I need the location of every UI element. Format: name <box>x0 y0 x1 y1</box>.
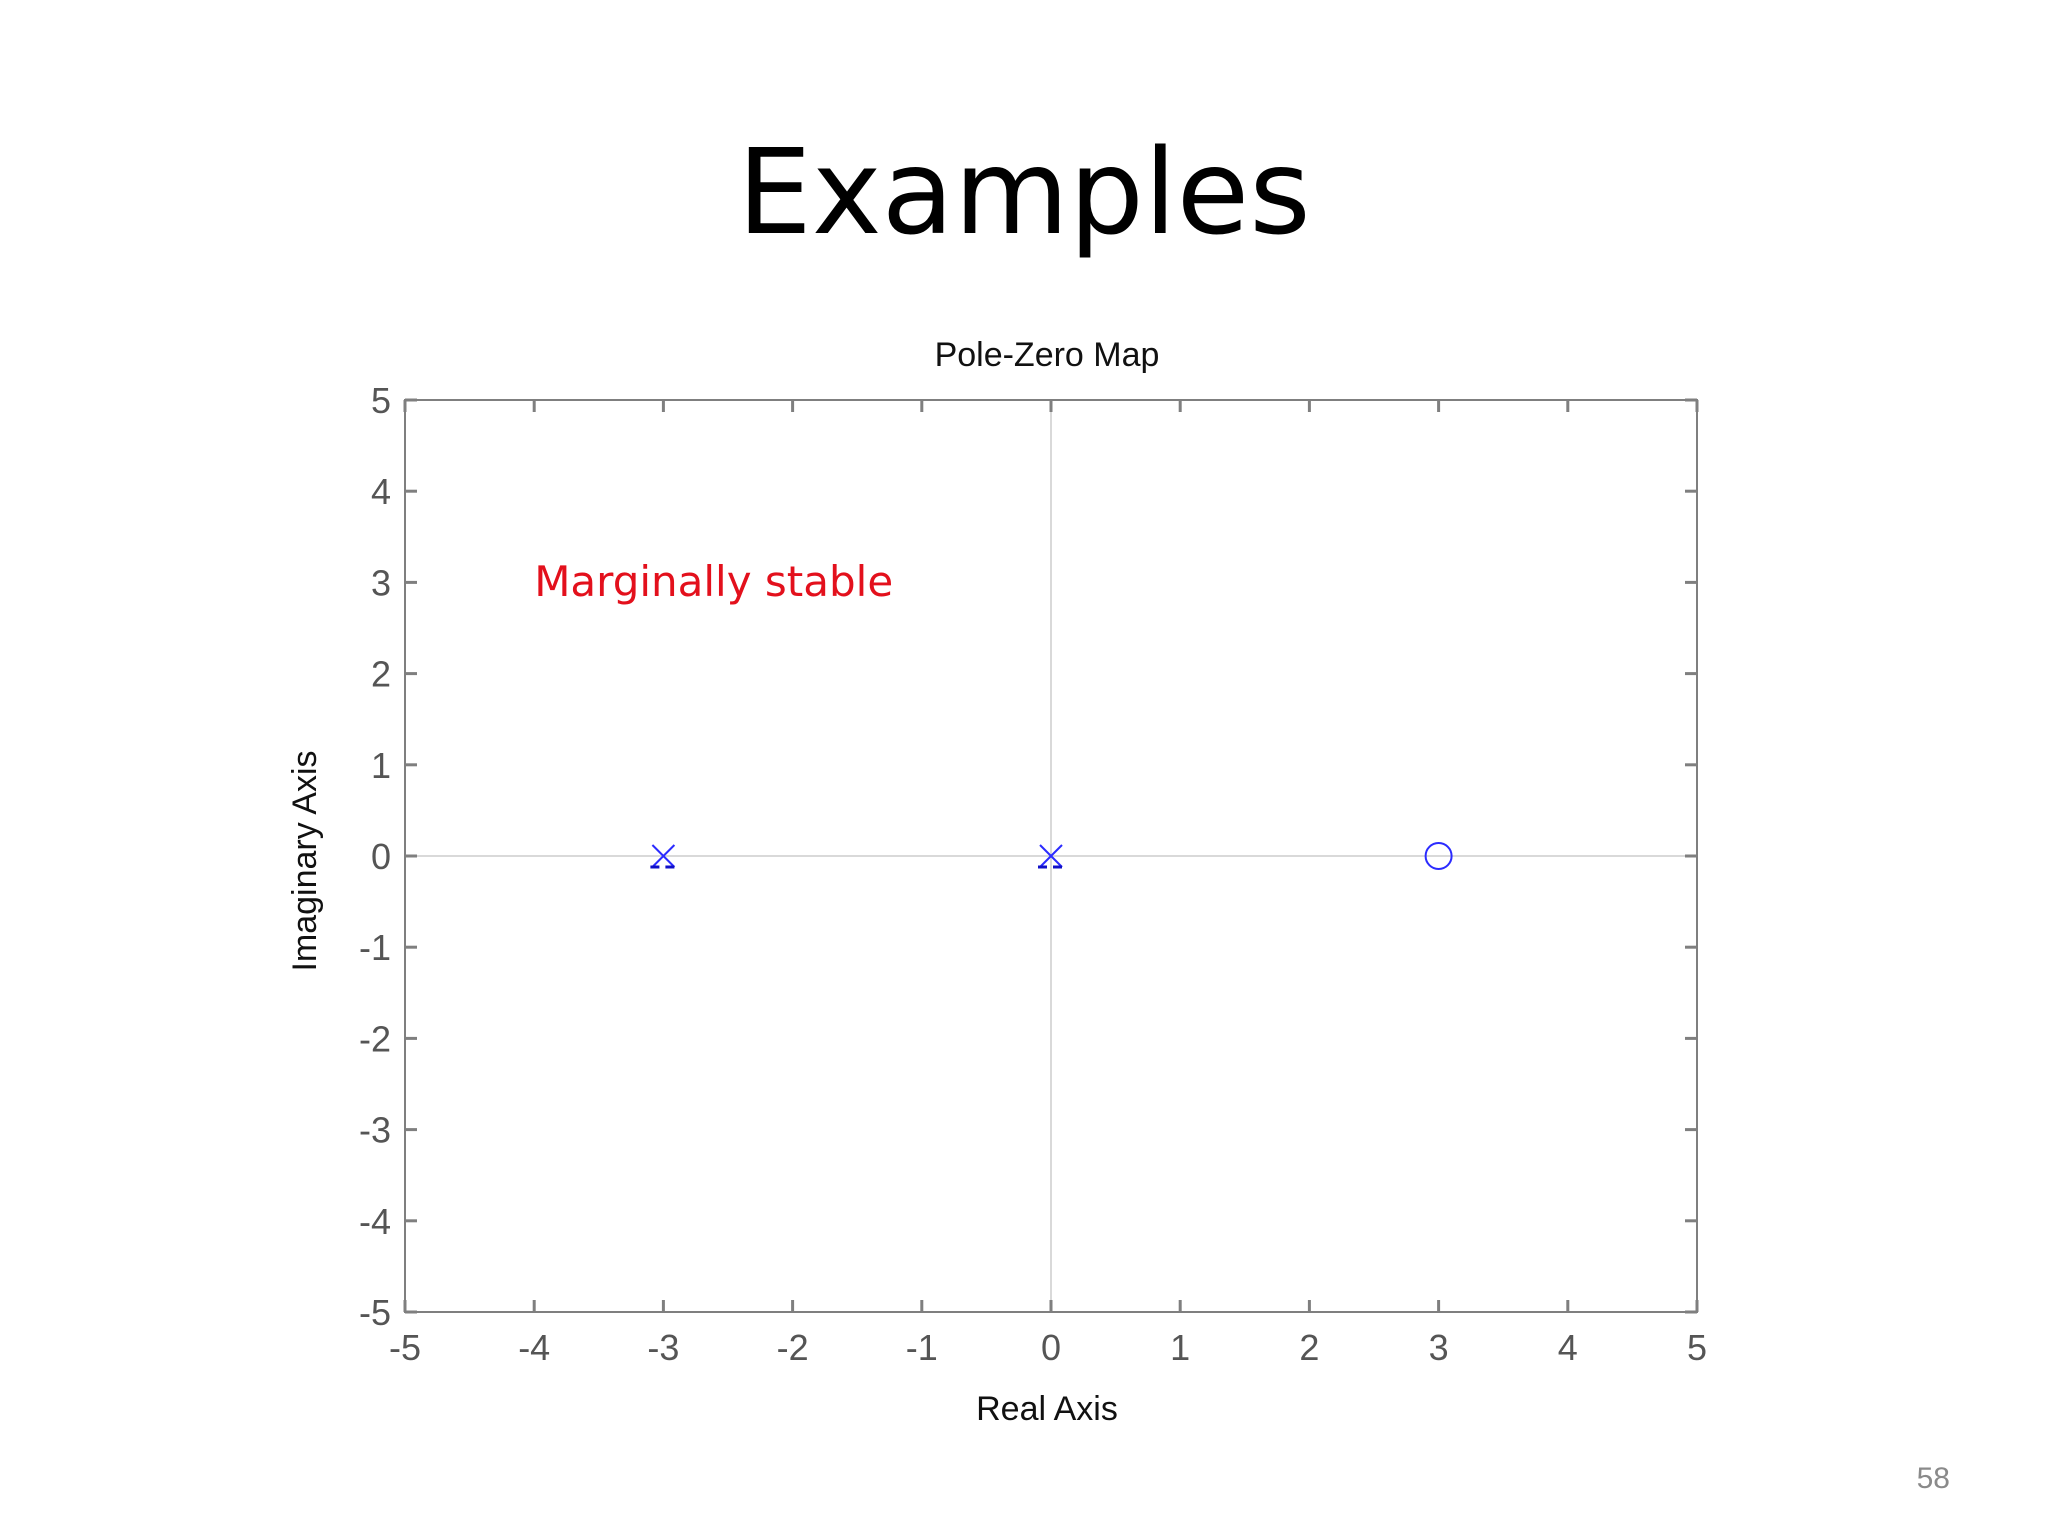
y-tick-label: 4 <box>371 471 391 512</box>
zero-marker <box>1424 842 1453 870</box>
x-tick-label: 3 <box>1429 1327 1449 1368</box>
slide-title: Examples <box>737 123 1311 261</box>
y-axis-label: Imaginary Axis <box>286 750 324 971</box>
x-tick-label: -5 <box>389 1327 421 1368</box>
x-tick-label: -3 <box>647 1327 679 1368</box>
x-tick-label: 1 <box>1170 1327 1190 1368</box>
y-tick-label: -5 <box>359 1292 391 1333</box>
pole-marker <box>1038 844 1066 869</box>
x-tick-label: -1 <box>906 1327 938 1368</box>
x-tick-label: -2 <box>777 1327 809 1368</box>
annotation-marginally-stable: Marginally stable <box>534 557 893 606</box>
y-tick-label: 1 <box>371 745 391 786</box>
y-tick-label: -3 <box>359 1110 391 1151</box>
x-tick-label: 5 <box>1687 1327 1707 1368</box>
x-axis-label: Real Axis <box>976 1390 1118 1428</box>
pole-marker <box>650 844 679 869</box>
y-tick-label: 2 <box>371 654 391 695</box>
x-tick-label: -4 <box>518 1327 550 1368</box>
y-tick-label: -4 <box>359 1201 391 1242</box>
y-tick-label: 0 <box>371 836 391 877</box>
y-tick-label: -2 <box>359 1018 391 1059</box>
page-number: 58 <box>1916 1462 1950 1495</box>
chart-title: Pole-Zero Map <box>935 336 1160 374</box>
x-tick-label: 4 <box>1558 1327 1578 1368</box>
y-tick-label: 3 <box>371 562 391 603</box>
y-tick-label: -1 <box>359 927 391 968</box>
x-tick-label: 2 <box>1299 1327 1319 1368</box>
x-tick-label: 0 <box>1041 1327 1061 1368</box>
y-tick-label: 5 <box>371 380 391 421</box>
